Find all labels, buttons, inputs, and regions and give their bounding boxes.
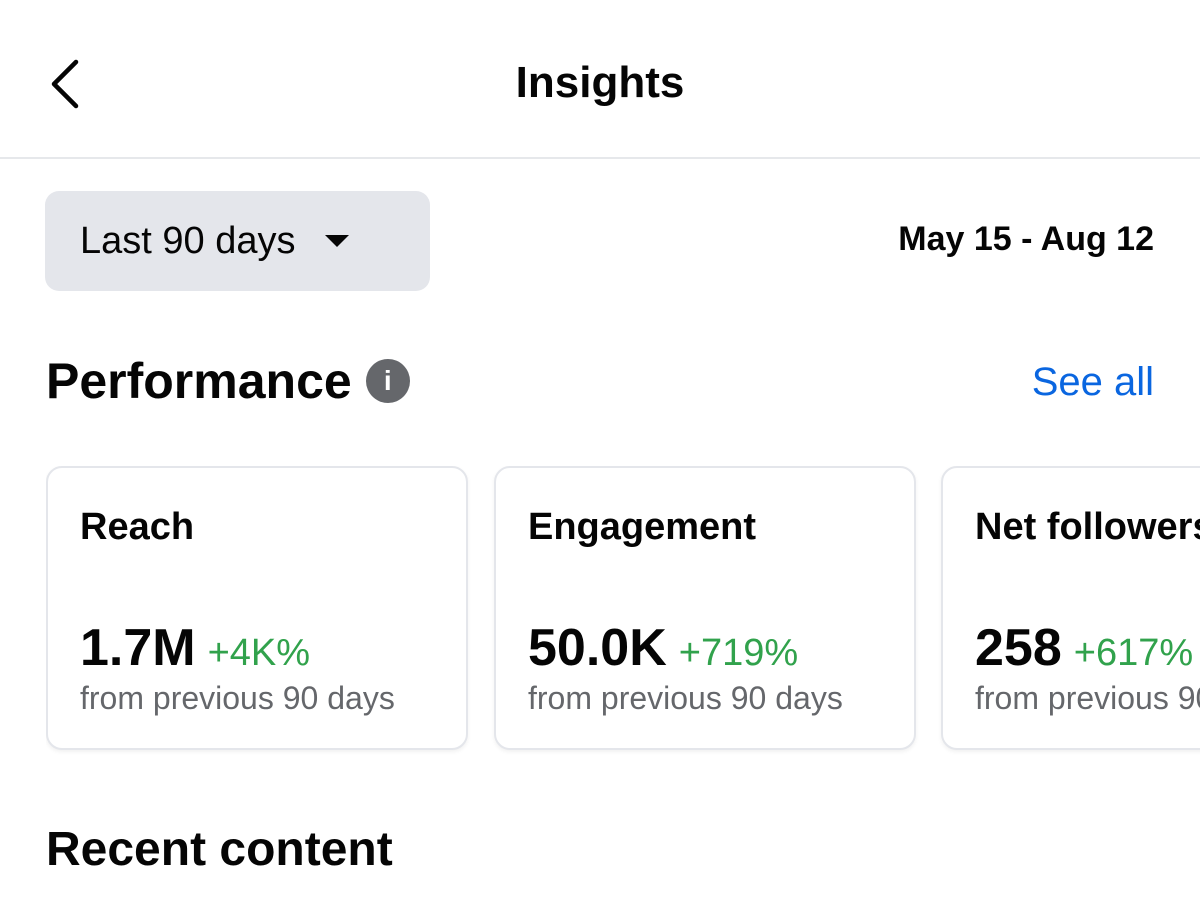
card-value-row: 258 +617% bbox=[975, 618, 1193, 678]
card-title: Net followers bbox=[975, 506, 1200, 548]
card-change: +4K% bbox=[207, 632, 311, 674]
chevron-left-icon bbox=[51, 59, 79, 109]
performance-heading: Performance i bbox=[46, 352, 410, 410]
recent-content-heading: Recent content bbox=[46, 823, 393, 876]
card-value: 50.0K bbox=[528, 619, 667, 677]
card-title: Engagement bbox=[528, 506, 757, 548]
dropdown-label: Last 90 days bbox=[80, 219, 296, 262]
info-icon[interactable]: i bbox=[365, 359, 410, 403]
metric-card-net-followers[interactable]: Net followers 258 +617% from previous 90 … bbox=[941, 466, 1200, 750]
see-all-link[interactable]: See all bbox=[1031, 360, 1154, 404]
page-title: Insights bbox=[515, 58, 685, 107]
card-subtitle: from previous 90 days bbox=[80, 680, 395, 716]
metric-card-reach[interactable]: Reach 1.7M +4K% from previous 90 days bbox=[46, 466, 468, 750]
card-value: 1.7M bbox=[80, 619, 196, 677]
top-bar: Insights bbox=[0, 0, 1200, 159]
card-change: +719% bbox=[678, 632, 799, 674]
back-button[interactable] bbox=[40, 52, 100, 116]
card-title: Reach bbox=[80, 506, 195, 548]
card-value-row: 1.7M +4K% bbox=[80, 618, 310, 678]
metric-card-engagement[interactable]: Engagement 50.0K +719% from previous 90 d… bbox=[494, 466, 916, 750]
card-value: 258 bbox=[975, 619, 1062, 677]
metric-cards: Reach 1.7M +4K% from previous 90 days Eng… bbox=[46, 466, 1200, 766]
date-range-dropdown[interactable]: Last 90 days bbox=[45, 191, 430, 291]
card-subtitle: from previous 90 days bbox=[528, 680, 843, 716]
caret-down-icon bbox=[325, 235, 350, 247]
card-change: +617% bbox=[1073, 632, 1194, 674]
section-title: Performance bbox=[46, 353, 352, 409]
card-subtitle: from previous 90 days bbox=[975, 680, 1200, 716]
card-value-row: 50.0K +719% bbox=[528, 618, 798, 678]
date-range-text: May 15 - Aug 12 bbox=[898, 220, 1154, 258]
